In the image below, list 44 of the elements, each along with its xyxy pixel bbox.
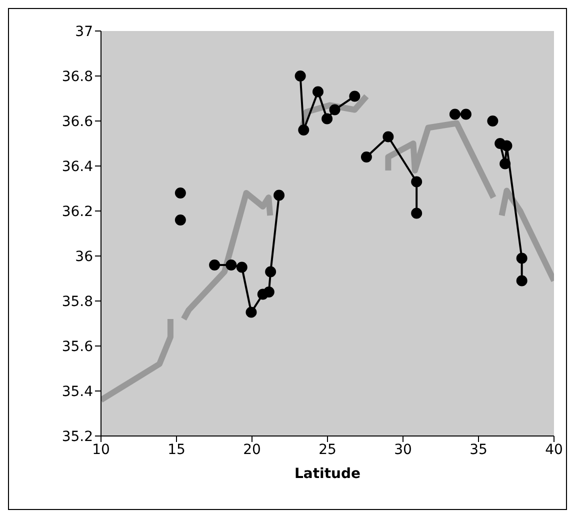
point <box>360 152 372 162</box>
point <box>449 108 460 120</box>
point <box>487 116 498 126</box>
y-tick-label: 35.8 <box>62 294 93 310</box>
point <box>236 262 248 273</box>
y-tick-label: 36.2 <box>62 204 93 220</box>
point <box>411 176 422 188</box>
point <box>349 90 360 102</box>
y-tick-label: 36.6 <box>62 114 94 130</box>
y-tick-label: 35.2 <box>62 428 93 445</box>
point <box>312 86 324 98</box>
point <box>263 286 274 298</box>
point <box>516 275 528 286</box>
y-tick-label: 35.4 <box>62 384 94 400</box>
point <box>500 158 511 170</box>
y-tick-label: 36.8 <box>62 68 93 85</box>
point <box>274 190 285 201</box>
x-tick-label: 40 <box>545 442 563 458</box>
x-tick-label: 35 <box>470 442 488 458</box>
point <box>294 70 306 82</box>
x-tick-label: 30 <box>394 442 412 458</box>
point <box>516 252 528 264</box>
point <box>460 108 472 120</box>
x-tick-label: 10 <box>92 442 110 458</box>
point <box>501 140 512 152</box>
y-tick-label: 36.4 <box>62 158 94 175</box>
point <box>246 306 257 318</box>
point <box>226 260 237 270</box>
point <box>411 208 422 219</box>
point <box>209 260 220 270</box>
point <box>265 266 276 278</box>
y-tick-label: 37 <box>75 24 93 40</box>
y-tick-label: 35.6 <box>62 338 94 355</box>
point <box>174 214 186 226</box>
point <box>382 131 394 142</box>
x-tick-label: 15 <box>168 442 186 458</box>
point <box>322 113 333 124</box>
point <box>174 188 186 198</box>
x-tick-label: 25 <box>318 442 336 458</box>
point <box>298 124 310 136</box>
x-tick-label: 20 <box>243 442 261 458</box>
y-tick-label: 36 <box>75 248 94 265</box>
point <box>329 104 340 116</box>
x-axis-title: Latitude <box>294 466 361 482</box>
